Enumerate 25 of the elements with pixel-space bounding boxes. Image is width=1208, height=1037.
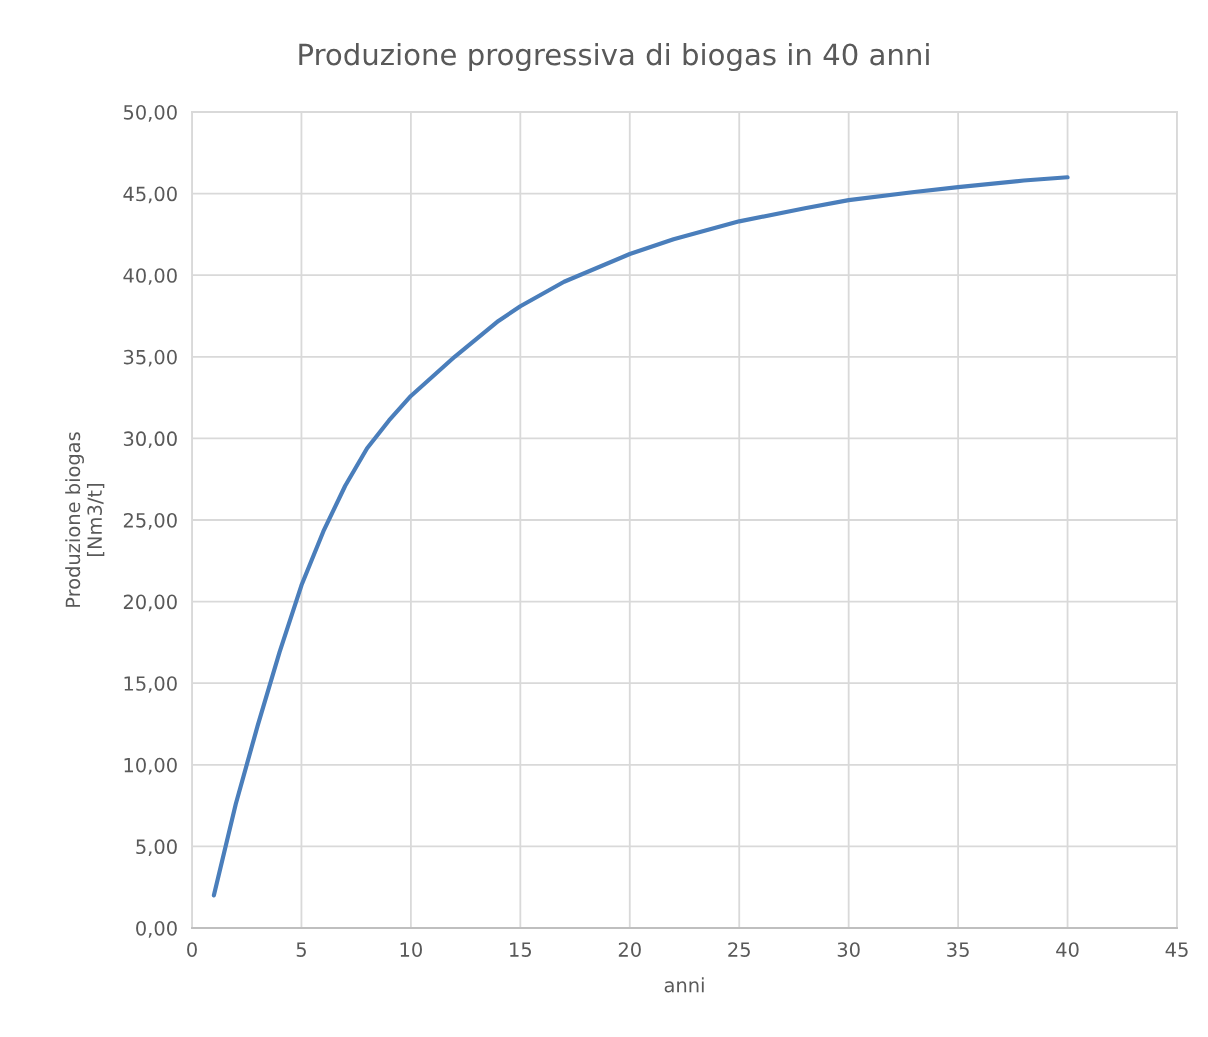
x-tick-label: 20 xyxy=(618,942,641,957)
y-tick-label: 5,00 xyxy=(136,839,177,857)
y-axis-title: Produzione biogas [Nm3/t] xyxy=(65,432,105,607)
x-tick-label: 40 xyxy=(1056,942,1079,957)
x-tick-label: 0 xyxy=(187,942,197,957)
y-tick-label: 30,00 xyxy=(123,431,177,449)
y-tick-label: 50,00 xyxy=(123,104,177,122)
y-tick-label: 25,00 xyxy=(123,512,177,530)
x-tick-label: 5 xyxy=(296,942,306,957)
x-tick-label: 35 xyxy=(947,942,969,957)
y-tick-label: 20,00 xyxy=(123,594,177,612)
x-tick-label: 25 xyxy=(728,942,750,957)
x-tick-label: 10 xyxy=(400,942,422,957)
x-tick-label: 45 xyxy=(1165,942,1188,957)
y-tick-label: 45,00 xyxy=(123,186,177,204)
y-tick-label: 35,00 xyxy=(123,349,177,367)
line-series xyxy=(211,175,1070,898)
y-tick-label: 40,00 xyxy=(123,268,177,285)
y-tick-label: 10,00 xyxy=(124,757,177,775)
x-tick-label: 15 xyxy=(510,942,532,957)
y-tick-label: 0,00 xyxy=(136,920,177,938)
x-tick-label: 30 xyxy=(837,942,860,957)
x-axis-title: anni xyxy=(664,977,704,993)
chart-title: Produzione progressiva di biogas in 40 anni xyxy=(299,42,929,72)
y-tick-label: 15,00 xyxy=(124,676,177,693)
